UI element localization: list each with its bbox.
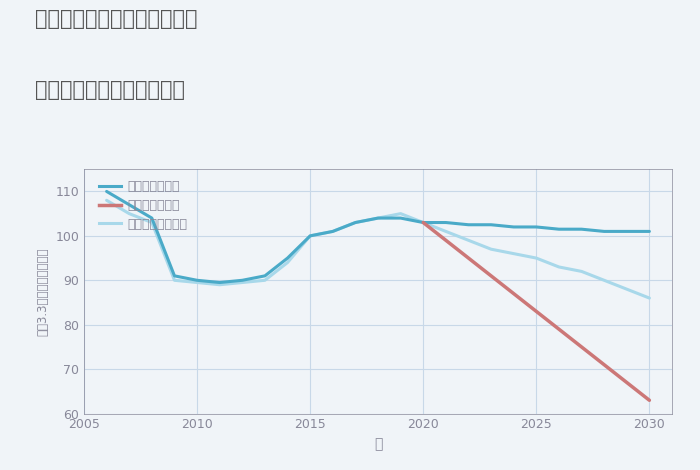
ノーマルシナリオ	[464, 237, 473, 243]
ノーマルシナリオ	[125, 211, 134, 217]
Text: 奈良県吉野郡大淀町桧垣本の: 奈良県吉野郡大淀町桧垣本の	[35, 9, 197, 30]
ノーマルシナリオ	[374, 215, 382, 221]
グッドシナリオ	[554, 227, 563, 232]
グッドシナリオ	[351, 219, 360, 225]
ノーマルシナリオ	[170, 277, 178, 283]
グッドシナリオ	[238, 277, 246, 283]
Y-axis label: 平（3.3㎡）単価（万円）: 平（3.3㎡）単価（万円）	[36, 247, 50, 336]
ノーマルシナリオ	[328, 228, 337, 234]
グッドシナリオ	[442, 219, 450, 225]
ノーマルシナリオ	[306, 233, 314, 239]
ノーマルシナリオ	[193, 280, 202, 285]
ノーマルシナリオ	[487, 246, 496, 252]
ノーマルシナリオ	[600, 277, 608, 283]
ノーマルシナリオ	[351, 219, 360, 225]
グッドシナリオ	[148, 215, 156, 221]
バッドシナリオ	[645, 398, 654, 403]
ノーマルシナリオ	[532, 255, 540, 261]
グッドシナリオ	[645, 228, 654, 234]
ノーマルシナリオ	[510, 251, 518, 257]
ノーマルシナリオ	[238, 280, 246, 285]
X-axis label: 年: 年	[374, 437, 382, 451]
グッドシナリオ	[622, 228, 631, 234]
Line: グッドシナリオ: グッドシナリオ	[106, 191, 650, 282]
グッドシナリオ	[578, 227, 586, 232]
グッドシナリオ	[193, 277, 202, 283]
グッドシナリオ	[464, 222, 473, 227]
ノーマルシナリオ	[419, 219, 428, 225]
グッドシナリオ	[260, 273, 269, 279]
ノーマルシナリオ	[284, 260, 292, 266]
グッドシナリオ	[306, 233, 314, 239]
グッドシナリオ	[102, 188, 111, 194]
バッドシナリオ	[532, 309, 540, 314]
グッドシナリオ	[374, 215, 382, 221]
グッドシナリオ	[600, 228, 608, 234]
Line: バッドシナリオ: バッドシナリオ	[424, 222, 650, 400]
ノーマルシナリオ	[442, 228, 450, 234]
ノーマルシナリオ	[554, 264, 563, 270]
グッドシナリオ	[170, 273, 178, 279]
Legend: グッドシナリオ, バッドシナリオ, ノーマルシナリオ: グッドシナリオ, バッドシナリオ, ノーマルシナリオ	[96, 178, 190, 233]
Line: ノーマルシナリオ: ノーマルシナリオ	[106, 200, 650, 298]
グッドシナリオ	[328, 228, 337, 234]
ノーマルシナリオ	[396, 211, 405, 217]
グッドシナリオ	[487, 222, 496, 227]
グッドシナリオ	[532, 224, 540, 230]
ノーマルシナリオ	[578, 268, 586, 274]
グッドシナリオ	[419, 219, 428, 225]
Text: 中古マンションの価格推移: 中古マンションの価格推移	[35, 80, 185, 100]
ノーマルシナリオ	[645, 295, 654, 301]
バッドシナリオ	[419, 219, 428, 225]
グッドシナリオ	[510, 224, 518, 230]
ノーマルシナリオ	[622, 286, 631, 292]
ノーマルシナリオ	[260, 277, 269, 283]
グッドシナリオ	[125, 202, 134, 208]
グッドシナリオ	[216, 280, 224, 285]
グッドシナリオ	[396, 215, 405, 221]
ノーマルシナリオ	[102, 197, 111, 203]
グッドシナリオ	[284, 255, 292, 261]
ノーマルシナリオ	[148, 219, 156, 225]
ノーマルシナリオ	[216, 282, 224, 288]
